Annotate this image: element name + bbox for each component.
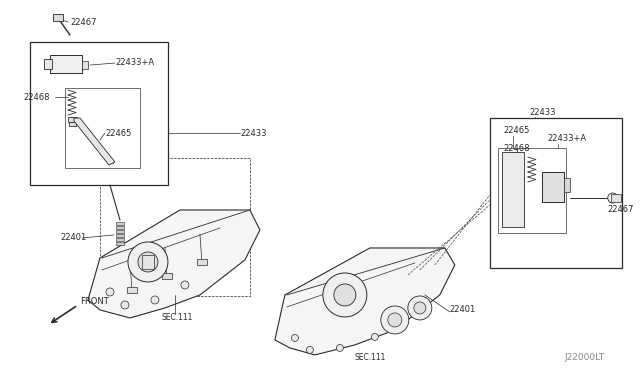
Text: 22401: 22401 [60, 234, 86, 243]
Circle shape [323, 273, 367, 317]
Circle shape [151, 296, 159, 304]
Text: 22433: 22433 [240, 128, 266, 138]
Text: FRONT: FRONT [80, 298, 109, 307]
Text: SEC.111: SEC.111 [355, 353, 386, 362]
Circle shape [106, 288, 114, 296]
Bar [65, 88, 140, 168]
Text: 22467: 22467 [70, 17, 97, 26]
Text: 22465: 22465 [105, 128, 131, 138]
Bar [162, 273, 172, 279]
Bar [564, 178, 570, 192]
Bar [53, 14, 63, 21]
Circle shape [408, 296, 432, 320]
Bar [197, 259, 207, 265]
Bar [116, 222, 124, 225]
Bar [142, 255, 154, 269]
Circle shape [291, 334, 298, 341]
Bar [490, 118, 621, 268]
Circle shape [128, 242, 168, 282]
Circle shape [181, 281, 189, 289]
Text: 22468: 22468 [504, 144, 531, 153]
Polygon shape [74, 118, 115, 165]
Bar [50, 55, 82, 73]
Circle shape [414, 302, 426, 314]
Circle shape [334, 284, 356, 306]
Bar [502, 152, 524, 227]
Bar [116, 230, 124, 233]
Bar [498, 148, 566, 233]
Text: J22000LT: J22000LT [564, 353, 605, 362]
Bar [116, 234, 124, 237]
Circle shape [381, 306, 409, 334]
Text: 22467: 22467 [608, 205, 634, 215]
Text: 22433+A: 22433+A [548, 134, 587, 142]
Bar [116, 238, 124, 241]
Polygon shape [88, 210, 260, 318]
Bar [30, 42, 168, 185]
Bar [69, 122, 76, 126]
Circle shape [307, 346, 314, 353]
Text: 22465: 22465 [504, 125, 530, 135]
Text: 22433+A: 22433+A [115, 58, 154, 67]
Circle shape [121, 301, 129, 309]
Bar [100, 158, 250, 296]
Circle shape [608, 193, 618, 203]
Bar [542, 172, 564, 202]
Text: 22433: 22433 [530, 108, 556, 116]
Circle shape [138, 252, 158, 272]
Text: SEC.111: SEC.111 [162, 314, 193, 323]
Bar [116, 242, 124, 245]
Polygon shape [275, 248, 455, 355]
Bar [68, 117, 77, 122]
Circle shape [388, 313, 402, 327]
Bar [127, 287, 137, 293]
Bar [44, 59, 52, 69]
Bar [82, 61, 88, 69]
Bar [611, 194, 621, 202]
Text: 22468: 22468 [24, 93, 50, 102]
Circle shape [371, 333, 378, 340]
Bar [116, 226, 124, 229]
Text: 22401: 22401 [450, 305, 476, 314]
Circle shape [337, 344, 344, 352]
